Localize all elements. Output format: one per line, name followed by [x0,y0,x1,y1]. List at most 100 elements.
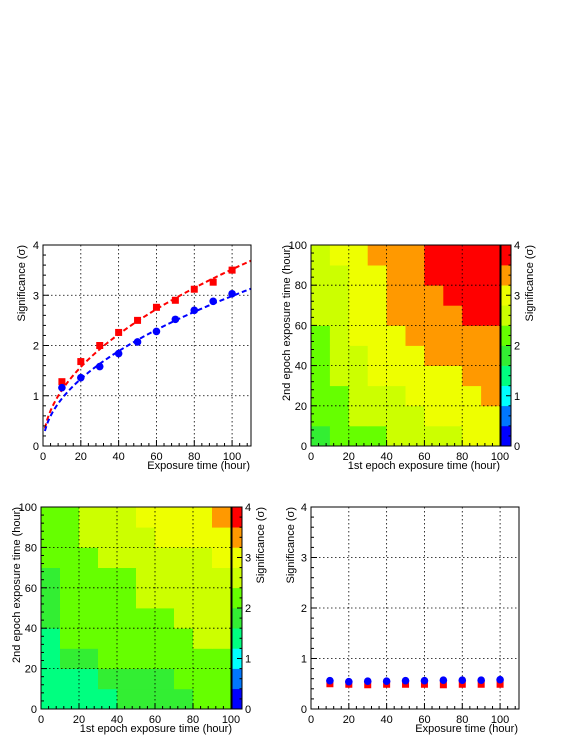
p3-cell-6-6 [155,567,175,589]
p3-cell-7-2 [79,547,99,568]
p3-xtick-label-2: 40 [111,714,123,726]
p2-cell-7-3 [367,285,387,306]
p2-cell-0-6 [424,425,444,447]
p2-cell-1-5 [405,405,425,427]
p2-cell-8-1 [329,265,350,286]
p2-cell-8-7 [443,265,463,286]
p2-x-axis-label: 1st epoch exposure time (hour) [348,460,500,472]
p2-cell-0-9 [481,425,501,447]
p2-cell-6-7 [443,305,463,326]
p1-fit-line-0 [43,259,252,429]
p4-series-1-point-0 [326,676,334,685]
p2-cell-1-3 [367,405,387,427]
p4-series-1-point-1 [345,677,353,686]
p3-cell-0-4 [117,688,137,710]
p1-series-1-point-8 [209,297,217,306]
p2-cell-9-9 [481,245,501,266]
p1-series-0-point-3 [115,328,123,336]
p2-cell-7-5 [405,285,425,306]
p3-cell-3-8 [193,628,213,649]
p1-xtick-label-1: 20 [75,451,87,463]
p3-cell-1-2 [79,668,99,690]
p3-cell-2-1 [60,648,80,669]
p2-ztick-label-1: 1 [514,391,520,403]
p3-colorbar-band-4 [232,608,242,629]
p2-cell-9-1 [329,245,350,266]
p2-cell-9-8 [462,245,482,266]
p1-series-0-point-7 [190,285,198,293]
p2-cell-1-7 [443,405,463,427]
p2-cell-6-1 [329,305,350,326]
p2-cell-8-3 [367,265,387,286]
p3-cell-6-3 [98,567,118,589]
p2-cell-5-6 [424,325,444,346]
p3-cell-6-7 [174,567,194,589]
p3-cell-7-3 [98,547,118,568]
p2-cell-7-2 [348,285,369,306]
p2-cell-5-3 [367,325,387,346]
p3-cell-1-0 [41,668,61,690]
p3-cell-2-2 [79,648,99,669]
p2-cell-3-8 [462,365,482,387]
p2-cell-9-4 [386,245,406,266]
p2-cell-2-0 [311,385,331,407]
p1-series-0-point-6 [171,296,179,304]
p1-series-1-point-4 [133,338,142,346]
p3-cell-7-1 [60,547,80,568]
p3-cell-6-9 [212,567,232,589]
p2-cell-0-2 [348,425,369,447]
p4-series-0-point-9 [496,680,504,688]
p4-ytick-label-2: 2 [301,603,307,615]
p2-cell-9-7 [443,245,463,266]
p2-ytick-label-1: 20 [295,401,307,413]
p1-y-axis-label: Significance (σ) [16,245,28,321]
p3-ztick-label-0: 0 [245,704,251,716]
p3-cell-1-4 [117,668,137,690]
p3-cell-1-5 [136,668,156,690]
p3-cell-6-0 [41,567,61,589]
p3-colorbar-band-8 [232,527,242,548]
p1-series-1-point-0 [58,383,66,392]
p2-cell-3-4 [386,365,406,387]
p3-cell-5-1 [60,587,80,609]
p3-ytick-label-4: 80 [25,542,37,554]
p2-cell-8-5 [405,265,425,286]
p4-xtick-label-3: 60 [418,714,430,726]
p3-cell-1-1 [60,668,80,690]
p1-ytick-label-1: 1 [33,391,39,403]
p3-cell-1-9 [212,668,232,690]
p4-series-0-point-8 [477,680,485,688]
p3-cell-0-5 [136,688,156,710]
p4-series-1-point-6 [439,676,448,685]
p3-cell-5-2 [79,587,99,609]
p2-cell-8-2 [348,265,369,286]
panel-scatter-flat: Exposure time (hour) Significance (σ) 0 2… [285,502,520,735]
p2-cell-6-6 [424,305,444,326]
p2-y-axis-label: 2nd epoch exposure time (hour) [281,245,293,401]
p3-cell-6-4 [117,567,137,589]
p2-cell-0-5 [405,425,425,447]
p1-ytick-label-0: 0 [33,441,39,453]
p3-cell-2-7 [174,648,194,669]
p1-x-axis-label: Exposure time (hour) [147,460,250,472]
p1-ytick-label-4: 4 [33,240,39,252]
p2-cell-1-4 [386,405,406,427]
p2-cell-9-0 [311,245,331,266]
p3-cell-0-3 [98,688,118,710]
p1-series-0-point-8 [209,278,217,286]
p1-xtick-label-5: 100 [223,451,241,463]
p2-cell-6-5 [405,305,425,326]
p2-cell-7-7 [443,285,463,306]
p2-cell-2-6 [424,385,444,407]
p3-cell-4-5 [136,608,156,629]
p2-cell-5-0 [311,325,331,346]
p4-y-axis-label: Significance (σ) [285,507,297,583]
p3-cell-4-7 [174,608,194,629]
p3-colorbar-band-5 [232,587,242,609]
p4-series-1-point-8 [477,676,485,685]
p2-cell-6-9 [481,305,501,326]
p3-cell-5-8 [193,587,213,609]
p4-ytick-label-3: 3 [301,553,307,565]
p3-ztick-label-4: 4 [245,502,251,514]
